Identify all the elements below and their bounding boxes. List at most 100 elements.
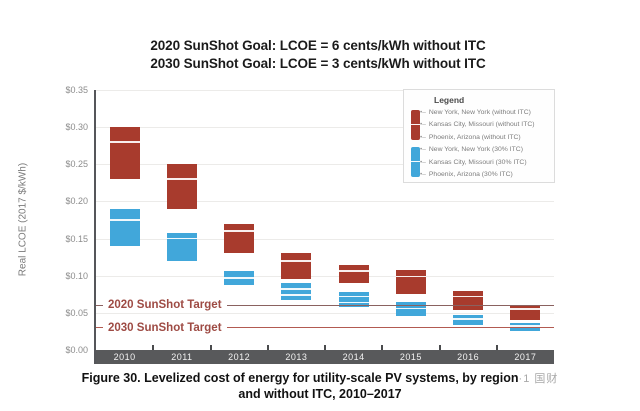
y-tick-label: $0.35 [65, 85, 88, 95]
bar-without-itc-2016 [453, 290, 484, 310]
legend-item-itc-30-3: •– New York, New York (30% ITC) [420, 146, 523, 153]
bar-30pct-itc-2014 [338, 292, 369, 307]
x-axis-tick [266, 345, 269, 350]
y-axis-title: Real LCOE (2017 $/kWh) [17, 162, 29, 277]
x-axis-year-2012: 2012 [228, 352, 251, 362]
x-axis-year-2010: 2010 [113, 352, 136, 362]
kansas-city-marker-line [510, 308, 541, 310]
kansas-city-marker-line [281, 260, 312, 262]
kansas-city-marker-line [453, 295, 484, 298]
kansas-city-marker-line [281, 288, 312, 290]
legend-item-label: Phoenix, Arizona (without ITC) [428, 133, 521, 141]
gridline-0.10 [96, 275, 554, 277]
legend-item-label: New York, New York (30% ITC) [428, 146, 523, 154]
chart-title: 2020 SunShot Goal: LCOE = 6 cents/kWh wi… [0, 37, 636, 72]
legend-item-itc-30-5: •– Phoenix, Arizona (30% ITC) [420, 171, 513, 178]
legend-item-marker-icon: •– [420, 133, 426, 141]
watermark-overlay: ·1 国财 [518, 373, 559, 385]
kansas-city-marker-line [338, 301, 369, 304]
legend-item-label: New York, New York (without ITC) [428, 109, 531, 116]
legend-item-label: Kansas City, Missouri (30% ITC) [428, 158, 527, 166]
kansas-city-marker-line [109, 219, 140, 221]
legend-item-marker-icon: •– [420, 109, 426, 116]
legend-item-without-itc-0: •– New York, New York (without ITC) [420, 109, 531, 116]
x-axis-tick [209, 345, 212, 350]
legend-item-marker-icon: •– [420, 171, 426, 178]
chart-title-line2: 2030 SunShot Goal: LCOE = 3 cents/kWh wi… [150, 55, 486, 71]
kansas-city-marker-line [338, 295, 369, 298]
legend-title: Legend [434, 95, 465, 105]
y-tick-label: $0.25 [65, 159, 88, 170]
kansas-city-marker-line [109, 141, 140, 143]
kansas-city-marker-line [453, 318, 484, 320]
kansas-city-marker-line [166, 178, 197, 180]
legend-item-without-itc-2: •– Phoenix, Arizona (without ITC) [420, 134, 521, 141]
target-line-2020 [96, 304, 554, 307]
gridline-0.35 [96, 90, 554, 91]
target-label-2030: 2030 SunShot Target [103, 319, 227, 336]
x-axis-year-2016: 2016 [457, 352, 480, 362]
legend-item-marker-icon: •– [420, 146, 426, 154]
kansas-city-marker-line [281, 294, 312, 296]
bar-30pct-itc-2016 [453, 315, 484, 325]
gridline-0.05 [96, 312, 554, 314]
legend-swatch-marker-line [411, 160, 420, 162]
bar-without-itc-2013 [281, 253, 312, 280]
gridline-0.20 [96, 201, 554, 203]
legend-swatch-itc-30 [411, 147, 420, 177]
legend-item-label: Kansas City, Missouri (without ITC) [428, 121, 535, 129]
y-tick-label: $0.20 [65, 196, 88, 207]
kansas-city-marker-line [395, 307, 426, 310]
x-axis-year-2014: 2014 [342, 352, 365, 362]
legend-swatch-without-itc [411, 110, 420, 140]
bar-30pct-itc-2010 [109, 208, 140, 246]
y-tick-label: $0.00 [65, 345, 88, 355]
legend-item-marker-icon: •– [420, 121, 426, 129]
x-axis-year-2017: 2017 [514, 352, 537, 362]
x-axis-band: 2010 2011 2012 2013 2014 2015 2016 2017 [96, 345, 554, 364]
bar-30pct-itc-2012 [224, 270, 255, 286]
bar-without-itc-2015 [395, 269, 426, 294]
bar-30pct-itc-2013 [281, 283, 312, 301]
x-axis-tick [324, 345, 326, 350]
y-tick-label: $0.15 [65, 233, 88, 244]
x-axis-year-2013: 2013 [285, 352, 308, 362]
legend-swatch-marker-line [411, 123, 420, 125]
y-tick-label: $0.30 [65, 122, 88, 133]
kansas-city-marker-line [224, 277, 255, 279]
bar-without-itc-2011 [166, 164, 197, 209]
caption-line2: and without ITC, 2010–2017 [238, 386, 402, 401]
x-axis-year-2015: 2015 [399, 352, 422, 362]
bar-without-itc-2010 [109, 127, 140, 180]
kansas-city-marker-line [510, 325, 541, 327]
kansas-city-marker-line [224, 230, 255, 232]
x-axis-tick [152, 345, 155, 350]
chart-title-line1: 2020 SunShot Goal: LCOE = 6 cents/kWh wi… [150, 38, 486, 53]
x-axis-tick [438, 345, 441, 350]
legend-item-itc-30-4: •– Kansas City, Missouri (30% ITC) [420, 159, 527, 166]
gridline-0.30 [96, 127, 554, 129]
x-axis-year-2011: 2011 [171, 352, 193, 362]
legend-item-marker-icon: •– [420, 158, 426, 166]
y-tick-label: $0.10 [65, 270, 88, 281]
bar-30pct-itc-2011 [166, 232, 197, 261]
bar-without-itc-2014 [338, 264, 369, 284]
x-axis-tick [495, 345, 498, 350]
legend-item-without-itc-1: •– Kansas City, Missouri (without ITC) [420, 121, 535, 128]
bar-without-itc-2012 [224, 223, 255, 254]
kansas-city-marker-line [395, 275, 426, 278]
kansas-city-marker-line [166, 237, 197, 240]
legend-item-label: Phoenix, Arizona (30% ITC) [428, 171, 513, 178]
y-tick-label: $0.05 [65, 307, 88, 318]
caption-line1: Figure 30. Levelized cost of energy for … [81, 371, 559, 385]
figure-caption: Figure 30. Levelized cost of energy for … [10, 371, 630, 401]
kansas-city-marker-line [338, 270, 369, 272]
bar-without-itc-2017 [510, 304, 541, 321]
y-axis-line [94, 90, 96, 364]
gridline-0.15 [96, 238, 554, 240]
legend-box: Legend •– New York, New York (without ITC)… [403, 89, 555, 183]
x-axis-tick [381, 345, 384, 350]
gridline-0.25 [96, 164, 554, 166]
